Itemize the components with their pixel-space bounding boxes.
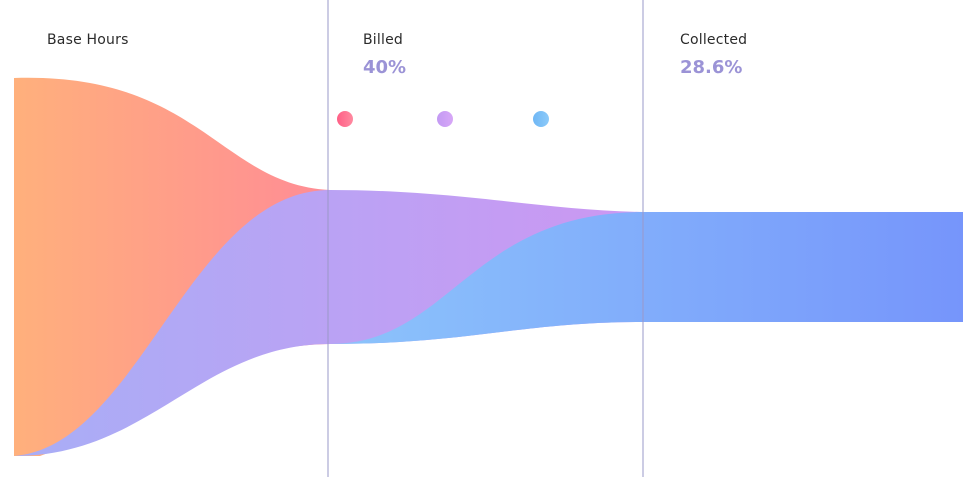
stage-value-billed: 40% — [363, 57, 407, 78]
legend-dot-purple — [437, 111, 453, 127]
stage-value-collected: 28.6% — [680, 57, 743, 78]
legend-dot-red — [337, 111, 353, 127]
legend-dot-blue — [533, 111, 549, 127]
band-collected — [330, 212, 963, 344]
stage-label-base-hours: Base Hours — [47, 32, 129, 48]
stage-label-billed: Billed — [363, 32, 403, 48]
band-base-hours — [14, 77, 330, 456]
stage-label-collected: Collected — [680, 32, 748, 48]
